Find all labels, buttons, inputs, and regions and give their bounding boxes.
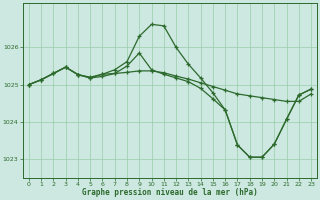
X-axis label: Graphe pression niveau de la mer (hPa): Graphe pression niveau de la mer (hPa) bbox=[82, 188, 258, 197]
